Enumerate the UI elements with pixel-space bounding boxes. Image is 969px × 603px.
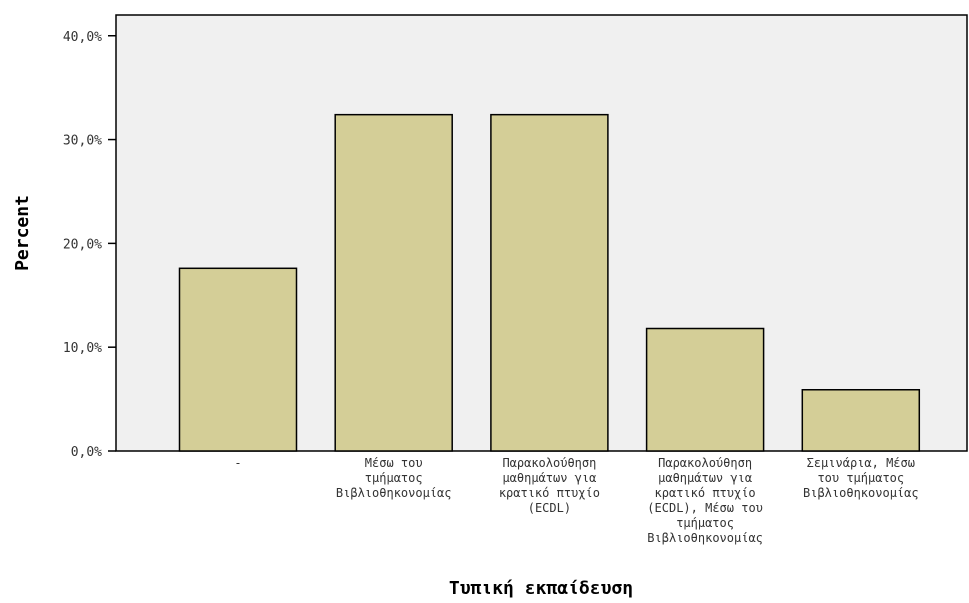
x-tick-label: Παρακολούθηση μαθημάτων για κρατικό πτυχίο… — [499, 456, 600, 515]
bar — [178, 267, 298, 452]
bars — [178, 113, 921, 452]
y-tick-label: 40,0% — [63, 30, 102, 45]
y-axis-ticks: 0,0% 10,0% 20,0% 30,0% 40,0% — [63, 30, 116, 460]
bar — [645, 327, 765, 452]
y-tick-label: 20,0% — [63, 237, 102, 252]
x-axis-tick-labels: - Μέσω του τμήματος Βιβλιοθηκονομίας Παρακολ… — [234, 456, 918, 545]
x-tick-label: - — [234, 456, 241, 470]
y-axis-title: Percent — [12, 195, 33, 271]
x-axis-title: Τυπική εκπαίδευση — [449, 578, 633, 599]
y-tick-label: 10,0% — [63, 341, 102, 356]
y-tick-label: 0,0% — [71, 445, 102, 460]
bar — [490, 113, 609, 452]
bar — [334, 113, 453, 452]
y-tick-label: 30,0% — [63, 134, 102, 149]
bar — [801, 389, 921, 452]
x-tick-label: Σεμινάρια, Μέσω του τμήματος Βιβλιοθηκονομ… — [803, 456, 919, 500]
x-tick-label: Μέσω του τμήματος Βιβλιοθηκονομίας — [336, 456, 452, 500]
x-tick-label: Παρακολούθηση μαθημάτων για κρατικό πτυχίο… — [647, 456, 763, 545]
